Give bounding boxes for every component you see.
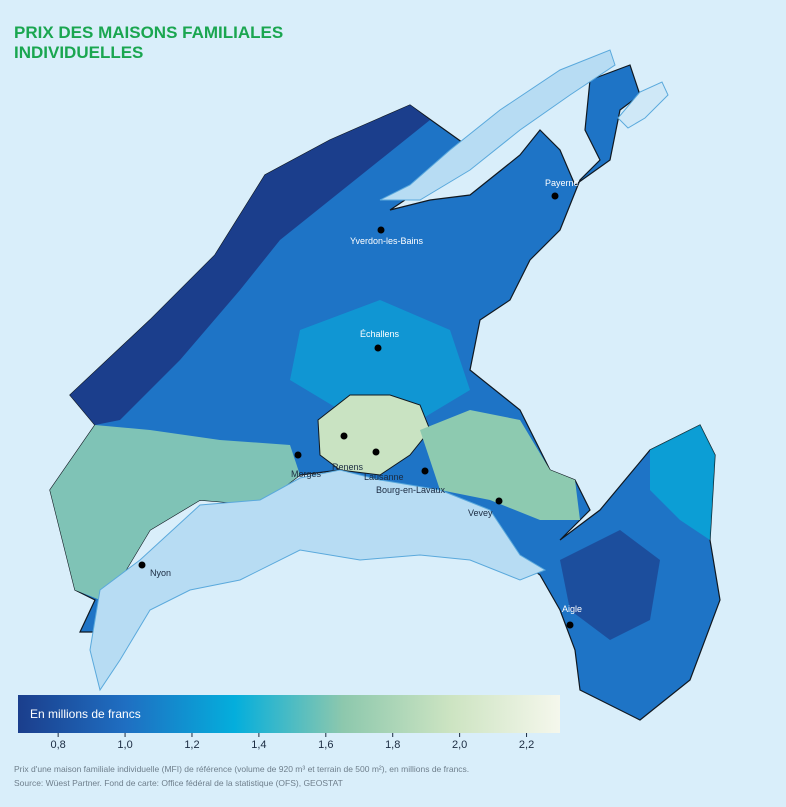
legend-title: En millions de francs [30, 707, 141, 721]
city-dot [294, 451, 302, 459]
legend-color-bar [18, 695, 560, 733]
lavaux-region [420, 410, 580, 520]
city-label: Payerne [545, 178, 579, 188]
lake-neuchatel [379, 49, 616, 201]
city-dots [138, 192, 574, 629]
lausanne-district [317, 394, 431, 476]
alps-region [560, 530, 660, 640]
city-label: Yverdon-les-Bains [350, 236, 424, 246]
lakeside-west [50, 425, 300, 600]
legend-tick-label: 1,8 [385, 739, 400, 751]
city-label: Bourg-en-Lavaux [376, 485, 446, 495]
central-region [290, 300, 470, 420]
city-dot [421, 467, 429, 475]
footnote: Source: Wüest Partner. Fond de carte: Of… [14, 778, 343, 788]
legend-tick-label: 1,6 [318, 739, 333, 751]
legend-tick-label: 1,2 [184, 739, 199, 751]
city-label: Renens [332, 462, 364, 472]
legend-tick-label: 1,0 [117, 739, 132, 751]
title-line: PRIX DES MAISONS FAMILIALES [14, 23, 283, 42]
legend-tick-label: 2,0 [452, 739, 467, 751]
legend-tick-label: 0,8 [50, 739, 65, 751]
title-line: INDIVIDUELLES [14, 43, 143, 62]
legend-ticks: 0,8 1,0 1,2 1,4 1,6 1,8 2,0 2,2 [50, 733, 534, 751]
city-dot [340, 432, 348, 440]
city-dot [374, 344, 382, 352]
canton [49, 64, 721, 721]
alps-east [650, 425, 715, 540]
city-dot [138, 561, 146, 569]
city-dot [551, 192, 559, 200]
legend-tick-label: 1,4 [251, 739, 266, 751]
legend-tick-label: 2,2 [519, 739, 534, 751]
city-label: Vevey [468, 508, 493, 518]
city-dot [495, 497, 503, 505]
jura-region [70, 105, 430, 425]
city-dot [377, 226, 385, 234]
footnote: Prix d'une maison familiale individuelle… [14, 764, 469, 774]
city-label: Échallens [360, 329, 400, 339]
lake-leman [89, 469, 547, 692]
city-label: Aigle [562, 604, 582, 614]
city-dot [372, 448, 380, 456]
lake-morat [617, 81, 669, 129]
city-label: Nyon [150, 568, 171, 578]
city-dot [566, 621, 574, 629]
city-label: Morges [291, 469, 322, 479]
city-label: Lausanne [364, 472, 404, 482]
